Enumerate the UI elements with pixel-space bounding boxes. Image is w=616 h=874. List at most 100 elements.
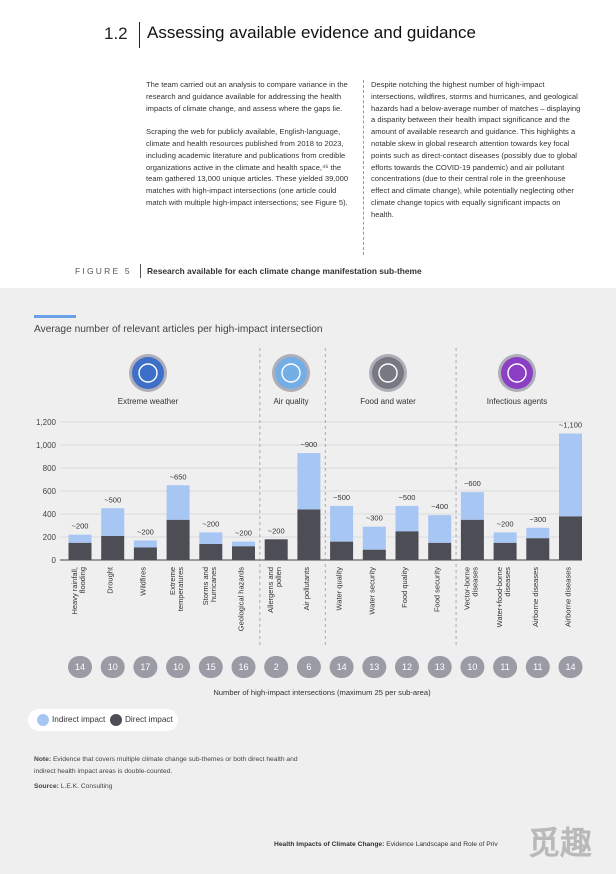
y-tick-label: 600 (43, 487, 57, 496)
intersection-count-badge (395, 656, 419, 678)
chart-title: Average number of relevant articles per … (34, 324, 323, 335)
intersection-count-badge (133, 656, 158, 678)
intersection-count: 14 (337, 662, 347, 672)
bar-direct (232, 546, 255, 560)
intersection-count: 10 (108, 662, 118, 672)
legend-swatch-indirect (37, 714, 49, 726)
group-label: Air quality (273, 397, 308, 406)
intersection-count-badge (231, 656, 256, 678)
bar-value-label: ~500 (333, 493, 350, 502)
category-label: Wildfires (138, 567, 147, 596)
bar-indirect (297, 453, 321, 510)
intersection-count: 16 (238, 662, 248, 672)
category-label-line2: temperatures (176, 567, 185, 611)
intersection-count: 11 (500, 662, 509, 672)
intersection-count: 14 (565, 662, 575, 672)
section-divider (139, 22, 140, 48)
footer-title: Health Impacts of Climate Change: (274, 841, 385, 848)
chart-legend: Indirect impact Direct impact (28, 709, 178, 731)
intro-right-column: Despite notching the highest number of h… (371, 79, 583, 232)
bar-direct (101, 535, 125, 560)
bar-direct (68, 542, 92, 560)
group-label: Infectious agents (487, 397, 547, 406)
bar-indirect (232, 541, 255, 547)
intersection-count-badge (493, 656, 518, 678)
intersection-count: 11 (533, 662, 542, 672)
bar-indirect (559, 433, 582, 517)
bar-indirect (199, 532, 223, 544)
bar-indirect (526, 527, 550, 539)
category-label-line2: hurricanes (209, 567, 218, 602)
category-label: Allergens and (266, 567, 275, 613)
bar-direct (526, 538, 550, 560)
bar-value-label: ~200 (235, 529, 252, 538)
intersection-count: 10 (467, 662, 477, 672)
air-cloud-icon-glyph (281, 363, 301, 383)
legend-label-direct: Direct impact (125, 715, 173, 724)
bar-indirect (133, 540, 157, 548)
intersection-count: 10 (173, 662, 183, 672)
bar-direct (264, 539, 288, 560)
intersection-count-badge (329, 656, 354, 678)
category-label-line2: pollen (274, 567, 283, 587)
bar-value-label: ~500 (104, 495, 121, 504)
intersection-count: 14 (75, 662, 85, 672)
intersection-count-badge (198, 656, 223, 678)
y-tick-label: 200 (43, 533, 57, 542)
bar-direct (395, 531, 419, 560)
bar-direct (559, 516, 582, 560)
intersection-count-badge (100, 656, 125, 678)
y-tick-label: 800 (43, 464, 57, 473)
virus-icon-glyph (507, 363, 527, 383)
category-label: Heavy rainfall, (70, 567, 79, 615)
category-label: Water quality (335, 567, 344, 611)
category-label: Food security (433, 567, 442, 612)
y-tick-label: 400 (43, 510, 57, 519)
bar-direct (330, 541, 354, 560)
category-label: Geological hazards (237, 567, 246, 631)
group-label: Extreme weather (118, 397, 179, 406)
category-label: Air pollutants (302, 567, 311, 611)
category-label: Drought (106, 566, 115, 594)
bar-indirect (68, 534, 92, 543)
intersection-count-badge (558, 656, 583, 678)
intersection-count-badge (460, 656, 485, 678)
intersection-count: 13 (435, 662, 445, 672)
bar-indirect (493, 532, 517, 543)
category-label: Airborne diseases (531, 567, 540, 627)
intro-right-paragraph-1: Despite notching the highest number of h… (371, 80, 581, 219)
bar-direct (460, 519, 484, 560)
bar-indirect (166, 485, 190, 520)
bar-value-label: ~500 (399, 493, 416, 502)
category-label: Water security (367, 567, 376, 615)
y-tick-label: 1,200 (36, 418, 57, 427)
figure-label: FIGURE 5 (75, 266, 132, 276)
intersection-count: 6 (306, 662, 311, 672)
intersection-count-badge (68, 656, 92, 678)
thermometer-icon-glyph (138, 363, 158, 383)
bar-value-label: ~1,100 (559, 421, 582, 430)
bar-value-label: ~300 (366, 514, 383, 523)
bar-value-label: ~900 (300, 440, 317, 449)
bar-value-label: ~200 (137, 527, 154, 536)
intersection-count-badge (264, 656, 289, 678)
intersection-count-badge (427, 656, 452, 678)
bar-indirect (362, 526, 386, 550)
bar-value-label: ~200 (202, 519, 219, 528)
bar-value-label: ~650 (170, 472, 187, 481)
intro-left-paragraph-2: Scraping the web for publicly available,… (146, 127, 349, 207)
intersection-count: 17 (140, 662, 150, 672)
category-label-line2: diseases (470, 567, 479, 597)
intersection-count: 13 (369, 662, 379, 672)
intersection-count-badge (166, 656, 191, 678)
column-divider (363, 80, 364, 255)
intro-left-paragraph-1: The team carried out an analysis to comp… (146, 80, 348, 113)
bar-value-label: ~300 (529, 515, 546, 524)
crops-icon (372, 357, 404, 389)
figure-note: Note: Evidence that covers multiple clim… (34, 754, 304, 777)
bar-direct (362, 549, 386, 560)
note-label: Note: (34, 756, 52, 763)
bar-indirect (395, 505, 419, 532)
y-tick-label: 0 (52, 556, 57, 565)
bar-value-label: ~200 (268, 526, 285, 535)
